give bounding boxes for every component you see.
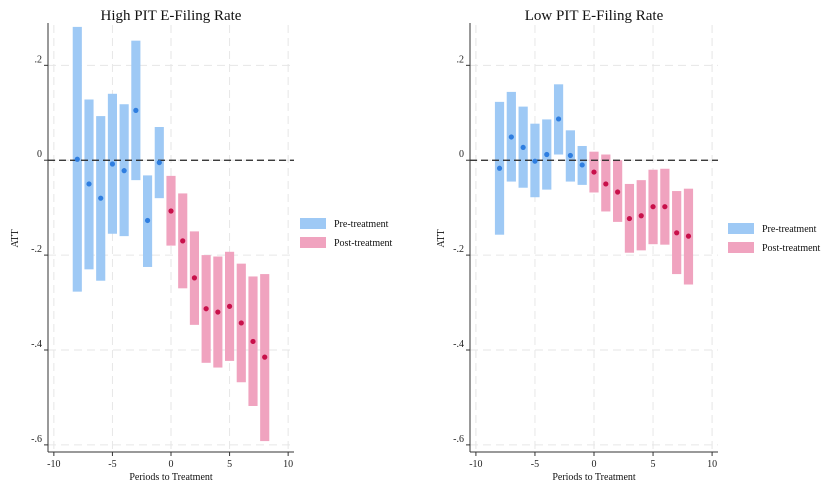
pre-treatment-point (144, 217, 151, 224)
x-axis-label: Periods to Treatment (552, 472, 636, 483)
pre-treatment-point (579, 162, 585, 168)
pre-treatment-point (544, 151, 550, 158)
post-treatment-point (250, 338, 256, 345)
legend: Pre-treatment Post-treatment (300, 218, 393, 249)
x-tick-label: 0 (169, 459, 174, 470)
x-tick-label: 10 (707, 459, 717, 470)
post-treatment-point (168, 208, 174, 214)
y-tick-label: .2 (457, 54, 465, 65)
pre-treatment-point (555, 116, 562, 122)
pre-treatment-point (520, 144, 526, 151)
x-tick-label: 5 (227, 459, 232, 470)
x-tick-label: -5 (108, 459, 116, 470)
post-treatment-point (226, 303, 233, 309)
y-tick-label: 0 (459, 149, 464, 160)
y-tick-label: -.2 (453, 244, 464, 255)
x-tick-label: 5 (651, 459, 656, 470)
pre-treatment-point (508, 134, 514, 140)
y-axis-label: ATT (436, 229, 447, 247)
y-tick-label: -.6 (31, 434, 42, 445)
legend-label: Post-treatment (762, 243, 821, 254)
pre-treatment-point (567, 152, 573, 159)
post-treatment-point (674, 230, 680, 236)
pre-treatment-point (121, 168, 127, 174)
pre-treatment-point (532, 158, 538, 164)
legend-swatch (300, 218, 326, 229)
post-treatment-point (180, 238, 186, 244)
legend-label: Pre-treatment (762, 224, 817, 235)
chart-title: High PIT E-Filing Rate (101, 8, 242, 24)
post-treatment-point (626, 215, 633, 222)
post-treatment-point (685, 233, 692, 239)
post-treatment-point (662, 204, 668, 210)
y-tick-label: -.2 (31, 244, 42, 255)
legend: Pre-treatment Post-treatment (728, 223, 821, 254)
chart-panel-1: .2 0 -.2 -.4 -.6 -10 -5 0 5 10 High PIT E-Filing R… (10, 8, 393, 483)
post-treatment-point (591, 169, 597, 175)
x-tick-label: -5 (531, 459, 539, 470)
post-treatment-point (603, 181, 609, 187)
legend-label: Post-treatment (334, 238, 393, 249)
post-treatment-point (615, 189, 621, 195)
chart-title: Low PIT E-Filing Rate (525, 8, 664, 24)
x-tick-label: -10 (47, 459, 60, 470)
post-treatment-point (203, 306, 209, 312)
post-treatment-point (650, 204, 656, 210)
y-tick-label: -.4 (31, 339, 42, 350)
x-axis-label: Periods to Treatment (129, 472, 213, 483)
post-treatment-point (191, 275, 198, 281)
x-tick-label: -10 (469, 459, 482, 470)
x-tick-label: 0 (592, 459, 597, 470)
y-tick-label: 0 (37, 149, 42, 160)
post-treatment-point (638, 213, 644, 219)
pre-treatment-point (109, 161, 116, 167)
post-treatment-point (238, 320, 244, 326)
pre-treatment-point (74, 156, 80, 162)
pre-treatment-point (496, 165, 503, 171)
post-treatment-point (215, 309, 221, 315)
pre-treatment-point (98, 195, 104, 201)
legend-label: Pre-treatment (334, 219, 389, 230)
legend-swatch (728, 223, 754, 234)
x-tick-label: 10 (283, 459, 293, 470)
chart-panel-2: .2 0 -.2 -.4 -.6 -10 -5 0 5 10 Low PIT E-Filing Ra… (436, 8, 821, 483)
pre-treatment-point (86, 181, 92, 187)
post-treatment-point (262, 354, 268, 360)
pre-treatment-point (133, 107, 139, 113)
y-tick-label: -.6 (453, 434, 464, 445)
legend-swatch (300, 237, 326, 248)
y-tick-label: .2 (35, 54, 43, 65)
y-axis-label: ATT (10, 229, 21, 247)
y-tick-label: -.4 (453, 339, 464, 350)
legend-swatch (728, 242, 754, 253)
pre-treatment-point (156, 159, 162, 166)
